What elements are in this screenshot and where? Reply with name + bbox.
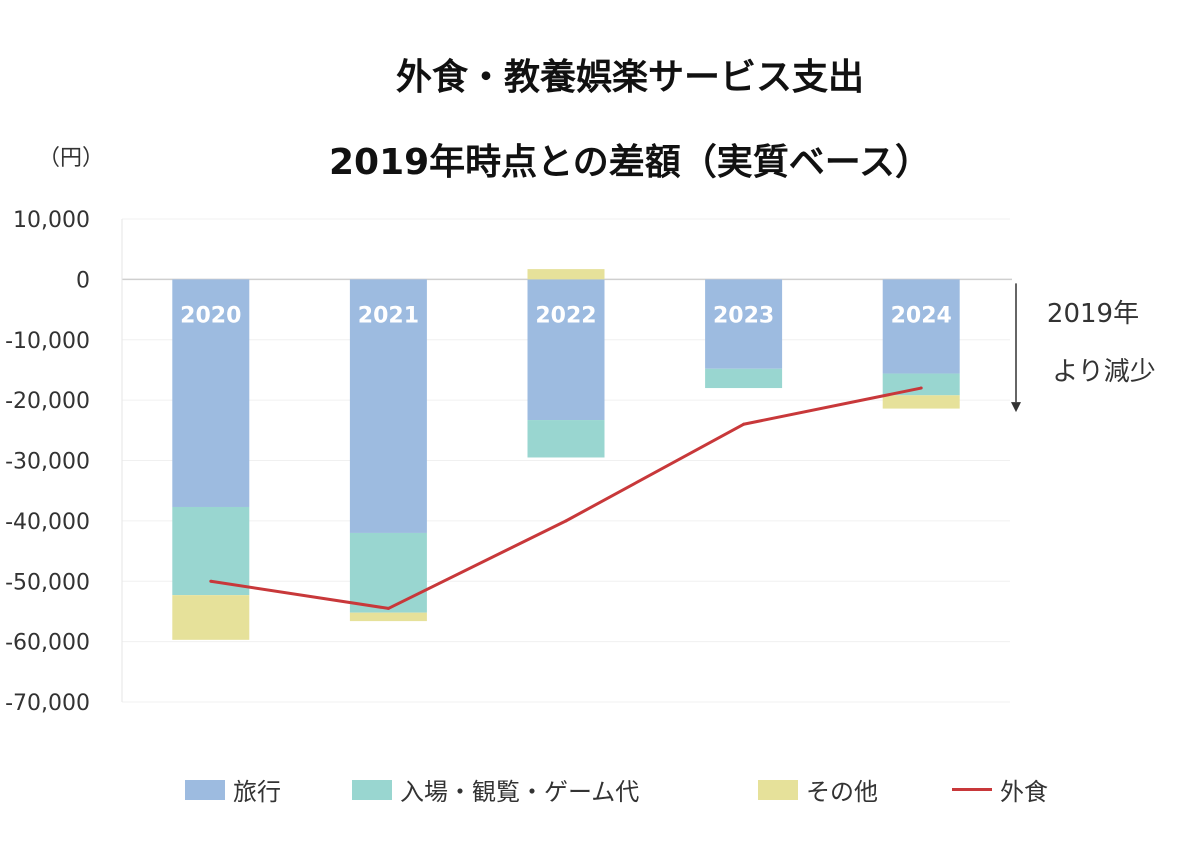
bar-year-label: 2020: [180, 303, 241, 328]
legend: 旅行 入場・観覧・ゲーム代 その他 外食: [0, 772, 1200, 812]
bar-segment: [705, 368, 783, 389]
y-tick-label: -70,000: [5, 691, 90, 716]
legend-swatch-travel: [185, 779, 225, 800]
y-tick-label: 10,000: [13, 208, 90, 233]
y-tick-layer: 10,000 0 -10,000 -20,000 -30,000 -40,000 -50,0…: [5, 208, 90, 716]
legend-swatch-admission: [352, 779, 392, 800]
decrease-arrow-head: [1011, 402, 1021, 413]
y-tick-label: -60,000: [5, 631, 90, 656]
y-tick-label: -30,000: [5, 450, 90, 475]
line-point: [742, 422, 746, 426]
y-tick-label: 0: [76, 268, 90, 293]
bar-segment: [172, 595, 250, 640]
annotation-line2: より減少: [1052, 357, 1155, 387]
legend-label-travel: 旅行: [233, 778, 281, 806]
bar-segment: [882, 373, 960, 396]
bar-segment: [882, 395, 960, 409]
legend-label-other: その他: [806, 778, 878, 806]
legend-swatch-other: [758, 779, 798, 800]
chart-subtitle: 2019年時点との差額（実質ベース）: [328, 142, 932, 183]
legend-item-dining-out: 外食: [952, 772, 1048, 807]
bar-segment: [172, 279, 250, 507]
y-tick-label: -10,000: [5, 329, 90, 354]
line-point: [564, 519, 568, 523]
bar-segment: [705, 279, 783, 369]
legend-item-travel: 旅行: [185, 772, 281, 807]
bar-segment: [349, 279, 427, 533]
annotation-line1: 2019年: [1047, 299, 1139, 329]
bar-segment: [527, 279, 605, 421]
bar-segment: [349, 532, 427, 613]
legend-swatch-dining-out: [952, 788, 992, 791]
bar-year-label: 2021: [358, 303, 419, 328]
bar-segment: [527, 420, 605, 458]
line-point: [386, 606, 390, 610]
legend-item-admission: 入場・観覧・ゲーム代: [352, 772, 639, 807]
bar-year-label: 2024: [891, 303, 952, 328]
y-tick-label: -20,000: [5, 389, 90, 414]
line-point: [919, 386, 923, 390]
legend-label-dining-out: 外食: [1000, 778, 1048, 806]
legend-label-admission: 入場・観覧・ゲーム代: [400, 778, 640, 806]
bar-layer: 2020 2021 2022 2023 2024: [172, 269, 960, 640]
bar-segment: [349, 612, 427, 622]
line-point: [209, 579, 213, 583]
legend-item-other: その他: [758, 772, 878, 807]
y-tick-label: -50,000: [5, 570, 90, 595]
chart-title: 外食・教養娯楽サービス支出: [395, 57, 864, 98]
y-tick-label: -40,000: [5, 510, 90, 535]
bar-segment: [882, 279, 960, 374]
bar-year-label: 2022: [535, 303, 596, 328]
bar-year-label: 2023: [713, 303, 774, 328]
bar-segment: [527, 269, 605, 280]
y-axis-unit-label: （円）: [38, 146, 105, 171]
line-layer: [209, 386, 923, 610]
